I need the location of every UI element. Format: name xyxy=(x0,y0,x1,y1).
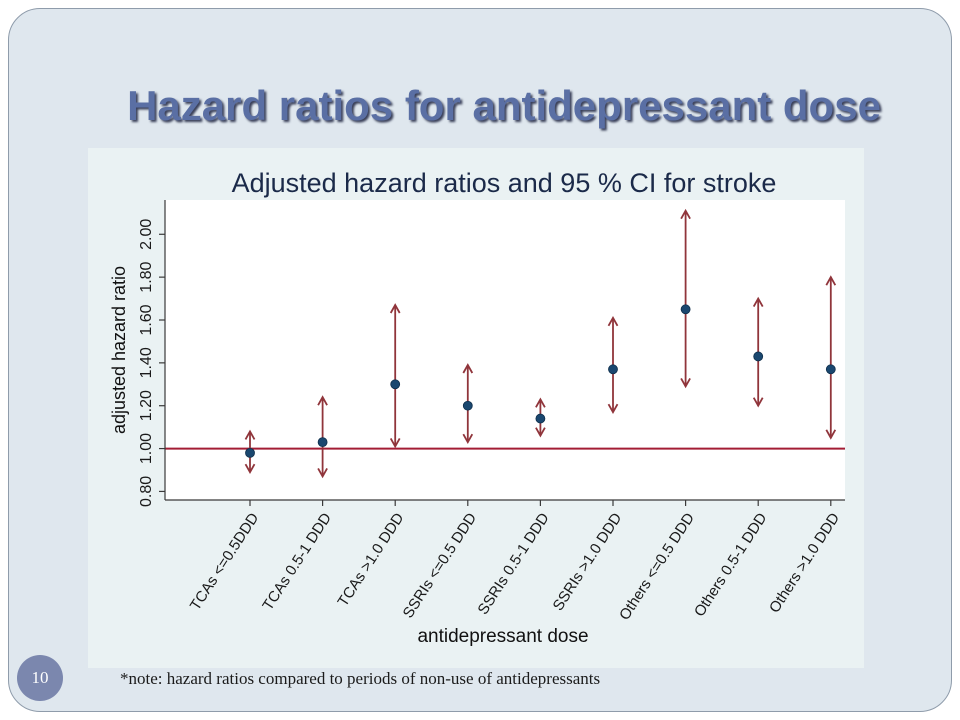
hazard-ratio-point xyxy=(608,364,618,375)
x-tick-label: Others 0.5-1 DDD xyxy=(691,510,771,620)
x-tick-label: TCAs >1.0 DDD xyxy=(335,510,408,610)
ci-lower-arrowhead xyxy=(752,397,764,408)
footnote: *note: hazard ratios compared to periods… xyxy=(120,669,601,688)
ci-lower-arrowhead xyxy=(244,463,256,474)
x-tick-label: SSRIs 0.5-1 DDD xyxy=(474,510,552,618)
hazard-ratio-point xyxy=(317,437,328,448)
ci-arrow xyxy=(825,275,837,440)
ci-lower-arrowhead xyxy=(317,467,328,479)
ci-upper-arrowhead xyxy=(752,296,764,308)
ci-lower-arrowhead xyxy=(462,433,474,444)
hazard-ratio-chart: Adjusted hazard ratios and 95 % CI for s… xyxy=(109,168,845,647)
slide-number: 10 xyxy=(31,668,49,687)
y-tick-label: 1.00 xyxy=(138,433,155,464)
ci-lower-arrowhead xyxy=(607,403,619,414)
plot-region xyxy=(165,200,845,500)
y-tick-label: 1.60 xyxy=(138,304,155,335)
ci-upper-arrowhead xyxy=(244,429,256,440)
ci-upper-arrowhead xyxy=(389,303,401,314)
ci-upper-arrowhead xyxy=(680,208,691,220)
ci-lower-arrowhead xyxy=(825,429,837,440)
hazard-ratio-point xyxy=(753,351,764,362)
ci-upper-arrowhead xyxy=(607,316,619,327)
chart-title: Adjusted hazard ratios and 95 % CI for s… xyxy=(232,168,777,198)
chart-panel: Adjusted hazard ratios and 95 % CI for s… xyxy=(88,148,864,668)
x-tick-label: SSRIs <=0.5 DDD xyxy=(400,510,481,621)
hazard-ratio-point xyxy=(825,364,836,375)
x-tick-label: Others <=0.5 DDD xyxy=(616,510,698,624)
ci-arrow xyxy=(680,208,691,389)
y-tick-label: 1.20 xyxy=(138,390,155,421)
x-tick-label: Others >1.0 DDD xyxy=(766,510,843,616)
y-tick-label: 0.80 xyxy=(138,476,155,507)
hazard-ratio-point xyxy=(462,400,473,411)
ci-arrow xyxy=(317,395,328,479)
x-tick-label: TCAs <=0.5DDD xyxy=(187,510,263,614)
x-tick-label: TCAs 0.5-1 DDD xyxy=(259,510,335,614)
hazard-ratio-point xyxy=(680,304,691,315)
hazard-ratio-point xyxy=(535,413,546,424)
x-tick-label: SSRIs >1.0 DDD xyxy=(550,510,626,614)
slide-title: Hazard ratios for antidepressant dose xyxy=(127,82,881,129)
slide-number-badge: 10 xyxy=(17,655,63,701)
ci-arrow xyxy=(389,303,401,449)
ci-upper-arrowhead xyxy=(825,275,837,286)
y-tick-label: 1.40 xyxy=(138,347,155,378)
ci-upper-arrowhead xyxy=(317,395,328,406)
plot-layer: 0.80 1.00 1.20 1.40 1.60 1.80 2.00 TCAs <=0.5DD… xyxy=(138,200,845,623)
hazard-ratio-point xyxy=(245,447,255,458)
y-axis-title: adjusted hazard ratio xyxy=(109,266,129,434)
y-tick-label: 1.80 xyxy=(138,261,155,292)
ci-upper-arrowhead xyxy=(535,397,546,408)
y-tick-label: 2.00 xyxy=(138,219,155,250)
ci-upper-arrowhead xyxy=(462,363,474,374)
x-axis-title: antidepressant dose xyxy=(417,626,588,647)
hazard-ratio-point xyxy=(390,379,401,390)
ci-lower-arrowhead xyxy=(680,377,691,389)
ci-lower-arrowhead xyxy=(389,437,401,449)
ci-lower-arrowhead xyxy=(535,427,546,438)
